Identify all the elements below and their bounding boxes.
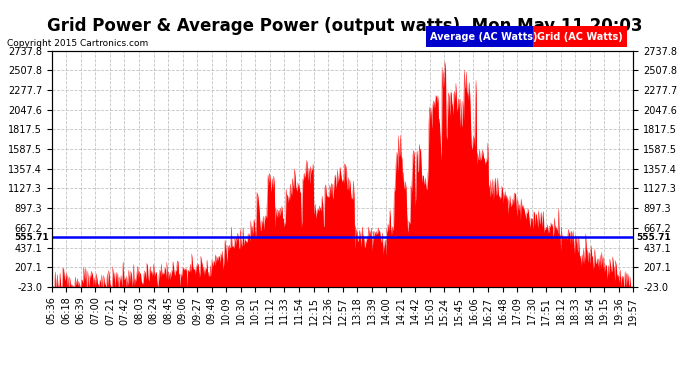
Text: 555.71: 555.71 <box>636 233 671 242</box>
Text: Copyright 2015 Cartronics.com: Copyright 2015 Cartronics.com <box>7 39 148 48</box>
Text: 555.71: 555.71 <box>14 233 49 242</box>
Text: Grid Power & Average Power (output watts)  Mon May 11 20:03: Grid Power & Average Power (output watts… <box>47 17 643 35</box>
Text: Average (AC Watts): Average (AC Watts) <box>430 32 538 42</box>
Text: Grid (AC Watts): Grid (AC Watts) <box>537 32 622 42</box>
